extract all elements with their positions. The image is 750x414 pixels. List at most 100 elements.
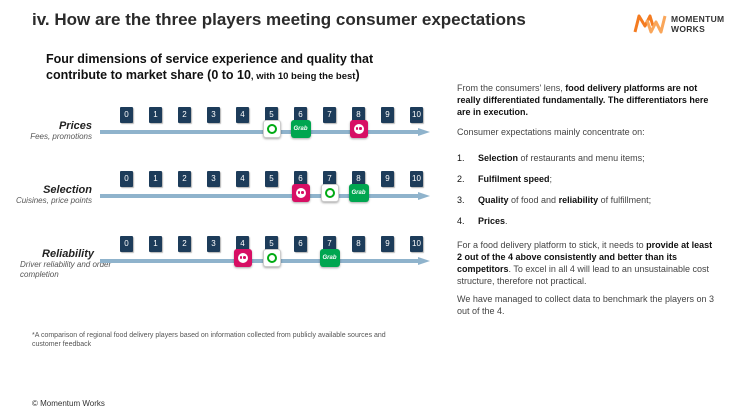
list-rest: of fulfillment; [598, 195, 652, 205]
commentary-panel: From the consumers' lens, food delivery … [457, 82, 719, 323]
list-bold: Fulfilment speed [478, 174, 550, 184]
panda-logo-icon [291, 184, 310, 202]
paragraph-1: From the consumers' lens, food delivery … [457, 82, 719, 118]
logo-line1: MOMENTUM [671, 14, 725, 24]
scale-tick: 5 [265, 171, 278, 187]
row-label-selection: Selection Cuisines, price points [0, 184, 92, 206]
list-item: 2. Fulfilment speed; [457, 173, 719, 185]
scale-row-selection: 0 1 2 3 4 5 6 7 8 9 10 Grab [100, 171, 430, 219]
subtitle-small: , with 10 being the best [250, 71, 356, 82]
gojek-logo-icon [262, 120, 281, 138]
row-label-prices: Prices Fees, promotions [0, 120, 92, 142]
chart-subtitle: Four dimensions of service experience an… [46, 51, 406, 85]
list-item: 3. Quality of food and reliability of ful… [457, 194, 719, 206]
panda-logo-icon [349, 120, 368, 138]
p1-text: From the consumers' lens, [457, 83, 566, 93]
expectations-list: 1. Selection of restaurants and menu item… [457, 152, 719, 227]
p3-bold: provide at least 2 out of the 4 above co… [457, 240, 713, 274]
list-bold: Selection [478, 153, 519, 163]
scale-tick: 9 [381, 171, 394, 187]
scale-tick: 5 [265, 236, 278, 252]
list-num: 4. [457, 216, 465, 226]
scale-tick: 1 [149, 171, 162, 187]
scale-tick: 3 [207, 171, 220, 187]
scale-tick: 6 [294, 236, 307, 252]
list-num: 3. [457, 195, 465, 205]
scale-tick: 4 [236, 107, 249, 123]
grab-logo-icon: Grab [348, 184, 369, 202]
scale-tick: 0 [120, 107, 133, 123]
list-rest: ; [549, 174, 553, 184]
list-rest: of food and [508, 195, 559, 205]
scale-arrow [100, 128, 430, 136]
scale-tick: 5 [265, 107, 278, 123]
scale-tick: 8 [352, 236, 365, 252]
row-sub: Driver reliability and order completion [20, 260, 112, 279]
row-sub: Fees, promotions [30, 132, 92, 141]
row-name: Selection [43, 184, 92, 196]
scale-tick: 10 [410, 171, 423, 187]
row-label-reliability: Reliability Driver reliability and order… [20, 248, 130, 280]
copyright: © Momentum Works [32, 399, 105, 408]
paragraph-3: For a food delivery platform to stick, i… [457, 239, 719, 287]
grab-logo-icon: Grab [319, 249, 340, 267]
scale-tick: 8 [352, 107, 365, 123]
row-name: Reliability [42, 248, 94, 260]
row-name: Prices [58, 120, 92, 132]
list-num: 2. [457, 174, 465, 184]
scale-tick: 7 [323, 171, 336, 187]
scale-tick: 7 [323, 236, 336, 252]
scale-tick: 3 [207, 236, 220, 252]
scale-ticks: 0 1 2 3 4 5 6 7 8 9 10 [100, 107, 430, 127]
scale-tick: 9 [381, 107, 394, 123]
list-item: 4. Prices. [457, 215, 719, 227]
scale-tick: 4 [236, 236, 249, 252]
scale-tick: 10 [410, 236, 423, 252]
scale-tick: 2 [178, 236, 191, 252]
p3-text: . To excel in all 4 will lead to an unsu… [457, 264, 709, 286]
grab-logo-icon: Grab [290, 120, 311, 138]
scale-tick: 9 [381, 236, 394, 252]
scale-tick: 0 [120, 171, 133, 187]
scale-tick: 4 [236, 171, 249, 187]
scale-tick: 3 [207, 107, 220, 123]
scale-tick: 6 [294, 107, 307, 123]
scale-tick: 10 [410, 107, 423, 123]
gojek-logo-icon [262, 249, 281, 267]
list-item: 1. Selection of restaurants and menu item… [457, 152, 719, 164]
subtitle-main: Four dimensions of service experience an… [46, 52, 374, 82]
p3-text: For a food delivery platform to stick, i… [457, 240, 647, 250]
scale-tick: 6 [294, 171, 307, 187]
subtitle-end: ) [355, 68, 360, 82]
scale-row-reliability: 0 1 2 3 4 5 6 7 8 9 10 Grab [100, 236, 430, 284]
row-sub: Cuisines, price points [15, 196, 92, 205]
scale-ticks: 0 1 2 3 4 5 6 7 8 9 10 [100, 236, 430, 256]
logo-line2: WORKS [671, 24, 706, 34]
scale-tick: 1 [149, 236, 162, 252]
list-rest: of restaurants and menu items; [518, 153, 645, 163]
paragraph-2: Consumer expectations mainly concentrate… [457, 127, 645, 137]
list-bold: Prices [478, 216, 506, 226]
list-bold: reliability [558, 195, 599, 205]
paragraph-4: We have managed to collect data to bench… [457, 294, 714, 316]
panda-logo-icon [233, 249, 252, 267]
scale-tick: 1 [149, 107, 162, 123]
gojek-logo-icon [320, 184, 339, 202]
list-rest: . [505, 216, 508, 226]
scale-tick: 0 [120, 236, 133, 252]
scale-tick: 7 [323, 107, 336, 123]
slide-title: iv. How are the three players meeting co… [32, 10, 526, 29]
footnote: *A comparison of regional food delivery … [32, 332, 386, 348]
scale-tick: 2 [178, 171, 191, 187]
mw-logo-icon [633, 14, 667, 34]
list-num: 1. [457, 153, 465, 163]
p1-bold: food delivery platforms are not really d… [457, 83, 709, 117]
scale-ticks: 0 1 2 3 4 5 6 7 8 9 10 [100, 171, 430, 191]
scale-arrow [100, 192, 430, 200]
momentum-works-logo: MOMENTUM WORKS [633, 12, 743, 36]
list-bold: Quality [478, 195, 509, 205]
scale-row-prices: 0 1 2 3 4 5 6 7 8 9 10 Grab [100, 107, 430, 155]
scale-tick: 2 [178, 107, 191, 123]
scale-arrow [100, 257, 430, 265]
scale-tick: 8 [352, 171, 365, 187]
